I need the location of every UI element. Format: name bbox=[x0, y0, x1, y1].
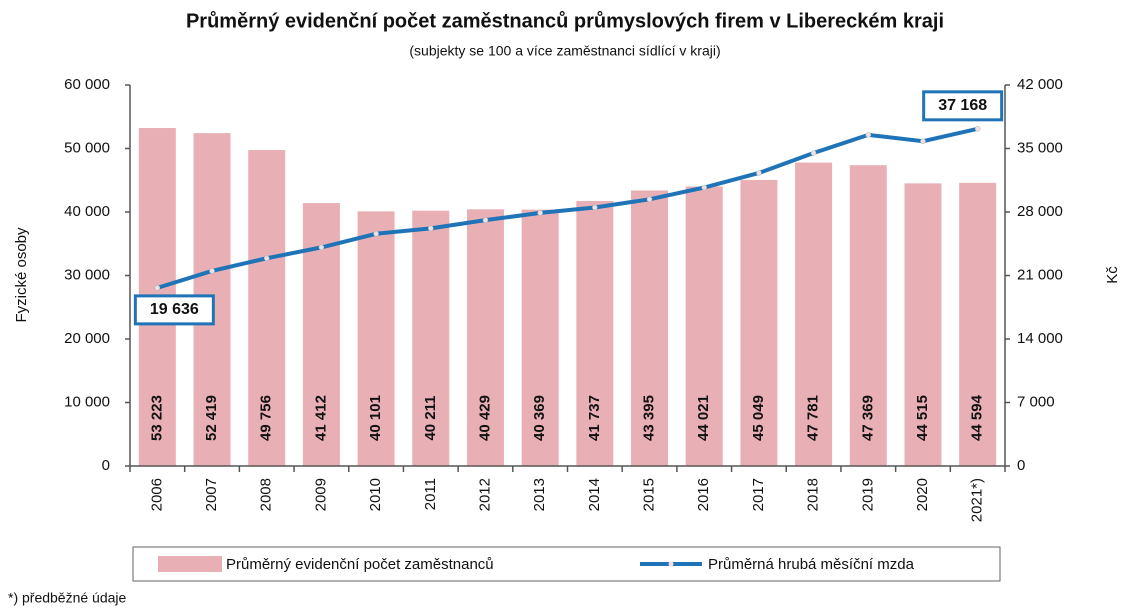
line-marker bbox=[865, 132, 872, 138]
y2-tick-label: 28 000 bbox=[1017, 203, 1063, 220]
x-tick-label: 2008 bbox=[258, 478, 275, 511]
y-tick-label: 20 000 bbox=[64, 330, 110, 347]
line-marker bbox=[482, 217, 489, 223]
line bbox=[156, 126, 979, 290]
x-tick-label: 2016 bbox=[695, 478, 712, 511]
y-tick-label: 50 000 bbox=[64, 139, 110, 156]
bar-value-label: 41 737 bbox=[586, 395, 603, 441]
footnote: *) předběžné údaje bbox=[8, 590, 127, 606]
y-tick-label: 30 000 bbox=[64, 266, 110, 283]
legend-label: Průměrná hrubá měsíční mzda bbox=[708, 556, 915, 573]
bar-value-label: 52 419 bbox=[203, 395, 220, 441]
bar bbox=[685, 186, 723, 466]
bar bbox=[904, 183, 942, 466]
bar-value-label: 47 781 bbox=[805, 395, 822, 441]
bar-value-label: 44 021 bbox=[695, 395, 712, 441]
bar bbox=[849, 165, 887, 466]
bar bbox=[521, 209, 559, 466]
line-marker bbox=[810, 150, 817, 156]
x-tick-label: 2009 bbox=[312, 478, 329, 511]
line-marker bbox=[701, 184, 707, 191]
x-tick-label: 2013 bbox=[531, 478, 548, 511]
line-marker bbox=[920, 138, 926, 144]
legend-swatch bbox=[158, 556, 222, 572]
bar-value-label: 45 049 bbox=[750, 395, 767, 441]
bar bbox=[357, 211, 395, 466]
x-tick-label: 2012 bbox=[476, 478, 493, 511]
line-marker bbox=[209, 268, 215, 274]
line-marker bbox=[373, 231, 379, 237]
y-tick-label: 10 000 bbox=[64, 393, 110, 410]
x-tick-label: 2019 bbox=[859, 478, 876, 511]
bar-value-label: 41 412 bbox=[312, 395, 329, 441]
annotation-box bbox=[133, 294, 215, 326]
bar bbox=[466, 209, 504, 466]
annotation-box bbox=[922, 90, 1004, 122]
y-tick-label: 40 000 bbox=[64, 203, 110, 220]
line-value-label: 19 636 bbox=[150, 301, 199, 318]
bar-value-label: 44 594 bbox=[969, 394, 986, 441]
x-tick-label: 2007 bbox=[203, 478, 220, 511]
bar bbox=[248, 150, 286, 467]
bar-value-label: 40 369 bbox=[531, 395, 548, 441]
y2-axis-label: Kč bbox=[1104, 266, 1121, 284]
y2-tick-label: 35 000 bbox=[1017, 139, 1063, 156]
x-tick-label: 2020 bbox=[914, 478, 931, 511]
legend-box bbox=[132, 546, 1001, 582]
x-tick-label: 2021*) bbox=[969, 478, 986, 522]
line-marker bbox=[646, 196, 653, 203]
bar bbox=[412, 210, 450, 466]
line-marker bbox=[537, 210, 543, 216]
x-tick-label: 2010 bbox=[367, 478, 384, 511]
y-axis-label: Fyzické osoby bbox=[13, 227, 30, 323]
x-tick-label: 2018 bbox=[805, 478, 822, 511]
bar bbox=[740, 179, 778, 466]
line-marker bbox=[592, 204, 598, 211]
chart-subtitle: (subjekty se 100 a více zaměstnanci sídl… bbox=[409, 43, 720, 59]
y-tick-label: 60 000 bbox=[64, 76, 110, 93]
y2-tick-label: 14 000 bbox=[1017, 330, 1063, 347]
bar-value-label: 47 369 bbox=[859, 395, 876, 441]
bar-value-label: 53 223 bbox=[148, 395, 165, 441]
x-tick-label: 2006 bbox=[148, 478, 165, 511]
bar bbox=[631, 190, 669, 466]
line-marker bbox=[154, 285, 161, 291]
line-marker bbox=[318, 244, 325, 251]
bar-value-label: 40 429 bbox=[476, 395, 493, 441]
line-value-label: 37 168 bbox=[938, 97, 987, 114]
line-marker bbox=[263, 255, 270, 262]
bar-value-label: 40 101 bbox=[367, 395, 384, 441]
chart-title: Průměrný evidenční počet zaměstnanců prů… bbox=[186, 10, 944, 32]
bar bbox=[795, 162, 833, 467]
bar-value-label: 49 756 bbox=[258, 395, 275, 441]
bar-value-label: 40 211 bbox=[422, 395, 439, 440]
legend-marker bbox=[668, 561, 674, 567]
bar-value-label: 43 395 bbox=[641, 395, 658, 441]
line-marker bbox=[974, 126, 981, 132]
x-tick-label: 2011 bbox=[422, 478, 439, 510]
legend-label: Průměrný evidenční počet zaměstnanců bbox=[226, 556, 494, 573]
line-marker bbox=[756, 170, 762, 176]
x-tick-label: 2014 bbox=[586, 478, 603, 511]
line-marker bbox=[428, 225, 434, 232]
y2-tick-label: 42 000 bbox=[1017, 76, 1063, 93]
bar bbox=[959, 182, 997, 466]
y2-tick-label: 7 000 bbox=[1017, 393, 1055, 410]
bar bbox=[576, 200, 614, 467]
y2-tick-label: 21 000 bbox=[1017, 266, 1063, 283]
x-tick-label: 2015 bbox=[641, 478, 658, 511]
y-tick-label: 0 bbox=[102, 457, 110, 474]
bar-value-label: 44 515 bbox=[914, 395, 931, 441]
x-tick-label: 2017 bbox=[750, 478, 767, 511]
y2-tick-label: 0 bbox=[1017, 457, 1025, 474]
